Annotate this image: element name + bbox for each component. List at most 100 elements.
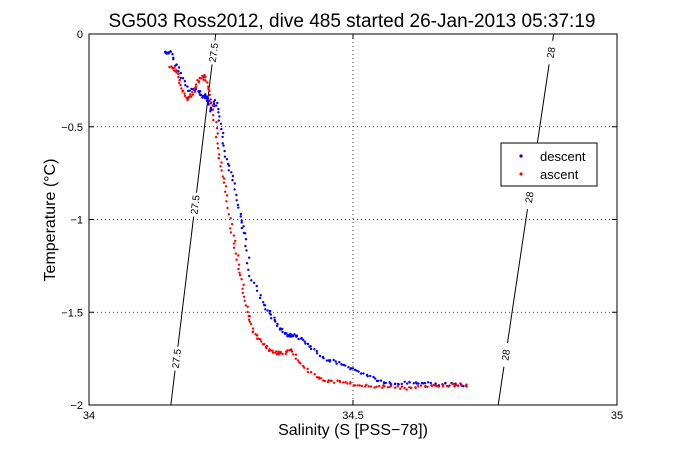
descent-point bbox=[263, 304, 267, 307]
legend-marker-ascent bbox=[519, 172, 523, 176]
ascent-point bbox=[403, 386, 406, 390]
descent-point bbox=[227, 164, 231, 167]
ascent-point bbox=[197, 80, 201, 83]
descent-point bbox=[183, 80, 187, 83]
descent-point bbox=[222, 131, 225, 135]
descent-point bbox=[434, 382, 437, 385]
ascent-point bbox=[214, 135, 218, 139]
descent-point bbox=[292, 334, 295, 338]
ascent-point bbox=[435, 384, 438, 387]
descent-point bbox=[233, 188, 236, 191]
descent-point bbox=[199, 94, 203, 97]
descent-point bbox=[206, 97, 210, 100]
ascent-point bbox=[386, 386, 390, 389]
descent-point bbox=[408, 381, 411, 384]
ascent-point bbox=[193, 90, 197, 94]
descent-point bbox=[231, 178, 234, 182]
ascent-point bbox=[203, 73, 206, 77]
ascent-point bbox=[235, 258, 238, 261]
ascent-point bbox=[419, 384, 423, 387]
descent-point bbox=[212, 102, 216, 106]
ascent-point bbox=[249, 322, 253, 326]
legend-label-descent: descent bbox=[540, 149, 586, 164]
ascent-point bbox=[269, 349, 272, 352]
descent-point bbox=[355, 369, 358, 372]
ascent-point bbox=[220, 169, 223, 172]
descent-point bbox=[349, 367, 353, 370]
descent-point bbox=[281, 330, 284, 334]
descent-point bbox=[222, 144, 225, 147]
ascent-point bbox=[173, 69, 176, 72]
descent-point bbox=[188, 89, 191, 93]
ascent-point bbox=[244, 304, 247, 307]
ascent-point bbox=[281, 352, 284, 356]
descent-point bbox=[231, 174, 235, 178]
ascent-point bbox=[417, 385, 420, 388]
ascent-point bbox=[410, 386, 413, 390]
descent-point bbox=[315, 352, 319, 355]
ascent-point bbox=[204, 75, 207, 79]
ascent-point bbox=[251, 330, 255, 333]
descent-point bbox=[248, 274, 251, 278]
descent-point bbox=[372, 375, 375, 379]
ascent-point bbox=[234, 239, 237, 243]
descent-point bbox=[423, 381, 427, 385]
descent-point bbox=[266, 309, 269, 312]
ascent-point bbox=[271, 349, 274, 352]
y-tick-label: 0 bbox=[77, 29, 83, 41]
descent-point bbox=[207, 99, 211, 102]
ascent-point bbox=[454, 383, 458, 387]
ascent-point bbox=[303, 366, 306, 369]
descent-point bbox=[165, 52, 168, 55]
ascent-point bbox=[344, 381, 347, 384]
ascent-point bbox=[190, 95, 193, 98]
descent-point bbox=[332, 358, 335, 362]
descent-point bbox=[174, 64, 177, 67]
ascent-point bbox=[243, 299, 246, 302]
contour-label-bg bbox=[187, 192, 203, 218]
ascent-point bbox=[175, 71, 178, 74]
ascent-point bbox=[447, 385, 450, 388]
ascent-point bbox=[284, 352, 287, 356]
ascent-point bbox=[286, 349, 289, 352]
legend-label-ascent: ascent bbox=[540, 167, 579, 182]
descent-point bbox=[223, 155, 227, 158]
ascent-point bbox=[177, 76, 180, 79]
legend: descent ascent bbox=[500, 142, 598, 187]
contour-label-bg bbox=[497, 342, 514, 368]
descent-point bbox=[444, 381, 447, 385]
ascent-point bbox=[209, 101, 213, 104]
descent-point bbox=[417, 382, 420, 385]
density-contour-27.5 bbox=[170, 33, 217, 406]
ascent-point bbox=[256, 334, 259, 337]
descent-point bbox=[289, 332, 292, 336]
contour-label: 27.5 bbox=[189, 194, 202, 215]
descent-point bbox=[384, 381, 387, 385]
descent-point bbox=[303, 340, 306, 343]
ascent-point bbox=[315, 376, 319, 379]
descent-point bbox=[412, 382, 415, 385]
descent-point bbox=[338, 360, 341, 364]
y-tick-label: −1.5 bbox=[61, 307, 83, 319]
ascent-point bbox=[441, 385, 445, 388]
descent-point bbox=[315, 349, 318, 353]
descent-point bbox=[374, 377, 377, 380]
descent-point bbox=[239, 212, 243, 216]
ascent-point bbox=[230, 222, 234, 226]
descent-point bbox=[217, 111, 220, 114]
descent-point bbox=[270, 317, 273, 320]
ascent-point bbox=[207, 87, 210, 91]
ascent-point bbox=[408, 386, 411, 389]
descent-point bbox=[369, 374, 372, 378]
ascent-point bbox=[390, 384, 393, 387]
descent-point bbox=[186, 85, 189, 88]
ascent-point bbox=[211, 104, 214, 107]
grid bbox=[89, 34, 617, 405]
ascent-point bbox=[212, 118, 215, 122]
ascent-point bbox=[204, 79, 207, 82]
ascent-point bbox=[202, 76, 205, 79]
descent-point bbox=[242, 225, 245, 228]
ascent-point bbox=[265, 346, 268, 350]
descent-point bbox=[217, 107, 220, 111]
